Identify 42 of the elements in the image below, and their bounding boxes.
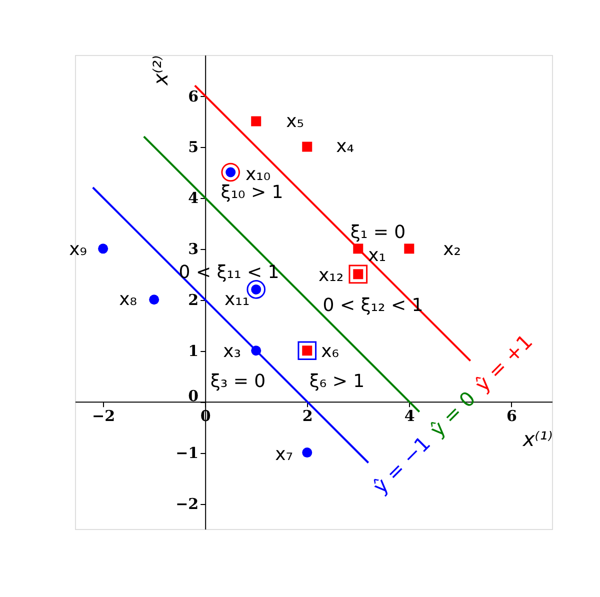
annotation: x₄ (336, 136, 354, 157)
annotation: ξ₁₀ > 1 (220, 182, 284, 203)
x-axis-title: x⁽¹⁾ (522, 427, 553, 452)
annotation: x₃ (223, 341, 241, 362)
annotation: ξ₆ > 1 (309, 371, 365, 392)
annotation: x₉ (69, 239, 87, 260)
y-tick-label: 6 (188, 87, 199, 106)
point (353, 244, 364, 254)
point (251, 116, 262, 126)
annotation: ξ₃ = 0 (210, 371, 266, 392)
y-axis-title: x⁽²⁾ (148, 55, 173, 86)
y-tick-label: 1 (188, 342, 199, 360)
point (302, 448, 312, 458)
y-tick-label: −2 (176, 495, 199, 514)
point (404, 244, 414, 254)
annotation: x₁₂ (318, 265, 344, 286)
point (348, 264, 368, 284)
annotation: x₈ (119, 289, 137, 310)
annotation: ξ₁ = 0 (350, 222, 406, 243)
y-tick-label: −1 (176, 444, 199, 462)
annotation: x₂ (443, 239, 461, 260)
annotation: x₁₁ (224, 289, 250, 310)
x-tick-label: 2 (302, 407, 313, 426)
point (98, 244, 108, 254)
y-tick-label: 5 (188, 138, 199, 156)
annotation: x₁₀ (245, 164, 271, 185)
annotation: x₆ (321, 341, 339, 362)
y-tick-label: 4 (188, 189, 199, 208)
point (302, 142, 312, 152)
x-tick-label: 6 (506, 407, 517, 426)
y-tick-label: 0 (188, 387, 199, 406)
x-tick-label: 4 (404, 407, 415, 426)
annotation: x₁ (368, 245, 386, 266)
x-tick-label: −2 (92, 407, 116, 426)
annotation: x₇ (275, 444, 293, 465)
y-tick-label: 3 (188, 240, 199, 258)
point (298, 341, 317, 360)
y-tick-label: 2 (188, 291, 199, 310)
point (251, 346, 262, 356)
point (149, 294, 160, 305)
annotation: x₅ (286, 111, 304, 132)
point (221, 162, 240, 182)
